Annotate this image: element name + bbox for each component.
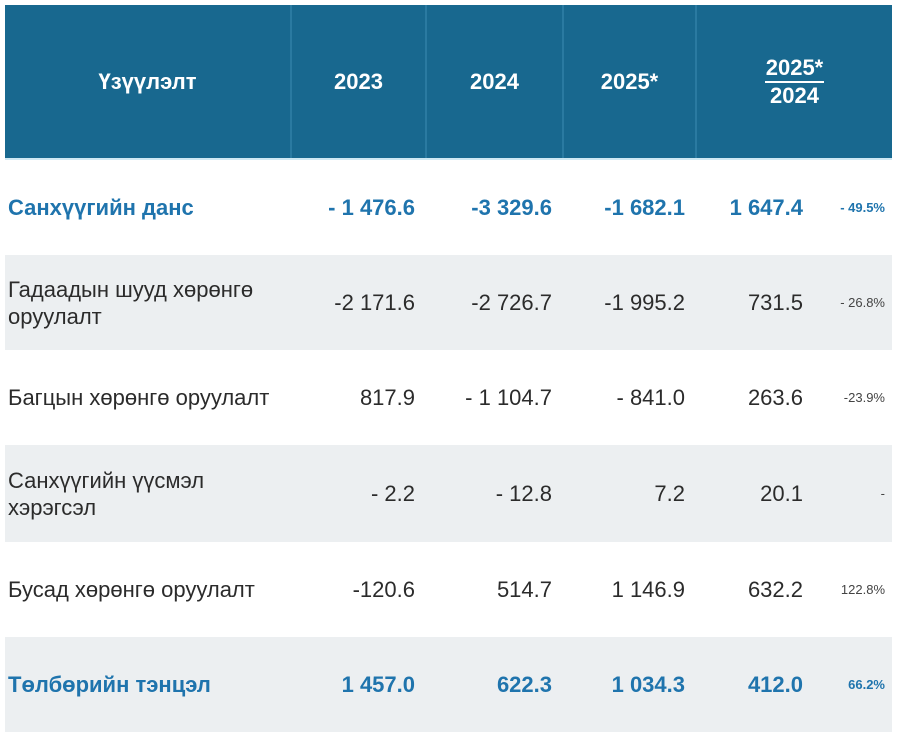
value-2024: -2 726.7 (471, 289, 552, 315)
financial-account-table: Үзүүлэлт 2023 2024 2025* 2025* 2024 Санх… (5, 5, 892, 732)
ratio-denominator: 2024 (770, 82, 819, 108)
value-ratio: 263.6 (747, 384, 803, 410)
value-2025: -1 995.2 (604, 289, 685, 315)
table-row: Санхүүгийн данс - 1 476.6 -3 329.6 -1 68… (5, 160, 892, 255)
value-percent: - 26.8% (840, 295, 885, 310)
value-ratio: 20.1 (760, 480, 803, 506)
header-2025: 2025* (562, 5, 695, 158)
header-2024: 2024 (425, 5, 562, 158)
value-2025: 1 146.9 (611, 576, 685, 602)
header-2023: 2023 (290, 5, 425, 158)
row-label: Гадаадын шууд хөрөнгө оруулалт (8, 276, 254, 329)
value-percent: -23.9% (843, 390, 885, 405)
ratio-fraction: 2025* 2024 (764, 55, 825, 108)
header-indicator: Үзүүлэлт (98, 68, 197, 94)
value-2024: - 12.8 (495, 480, 552, 506)
value-2023: - 2.2 (370, 480, 415, 506)
table-row: Бусад хөрөнгө оруулалт -120.6 514.7 1 14… (5, 542, 892, 637)
value-ratio: 1 647.4 (729, 194, 803, 220)
value-ratio: 632.2 (747, 576, 803, 602)
row-label: Бусад хөрөнгө оруулалт (8, 577, 255, 602)
value-2023: 817.9 (359, 384, 415, 410)
table-row: Багцын хөрөнгө оруулалт 817.9 - 1 104.7 … (5, 350, 892, 445)
value-2024: 622.3 (496, 671, 552, 697)
value-percent: - 49.5% (840, 200, 885, 215)
value-2025: 1 034.3 (611, 671, 685, 697)
table-row: Санхүүгийн үүсмэл хэрэгсэл - 2.2 - 12.8 … (5, 445, 892, 542)
value-2023: -2 171.6 (334, 289, 415, 315)
header-ratio: 2025* 2024 (695, 5, 892, 158)
value-2025: 7.2 (654, 480, 685, 506)
value-2023: -120.6 (352, 576, 415, 602)
value-percent: 122.8% (840, 582, 885, 597)
value-2025: -1 682.1 (604, 194, 685, 220)
value-percent: 66.2% (848, 677, 885, 692)
value-2024: - 1 104.7 (465, 384, 552, 410)
table-header: Үзүүлэлт 2023 2024 2025* 2025* 2024 (5, 5, 892, 160)
row-label: Санхүүгийн үүсмэл хэрэгсэл (8, 467, 205, 520)
value-2024: -3 329.6 (471, 194, 552, 220)
value-2023: 1 457.0 (341, 671, 415, 697)
value-percent: - (880, 486, 885, 501)
table-row: Гадаадын шууд хөрөнгө оруулалт -2 171.6 … (5, 255, 892, 350)
row-label: Төлбөрийн тэнцэл (8, 672, 211, 697)
row-label: Багцын хөрөнгө оруулалт (8, 385, 270, 410)
value-ratio: 412.0 (747, 671, 803, 697)
value-2025: - 841.0 (616, 384, 686, 410)
table-row: Төлбөрийн тэнцэл 1 457.0 622.3 1 034.3 4… (5, 637, 892, 732)
row-label: Санхүүгийн данс (8, 195, 194, 220)
value-2023: - 1 476.6 (328, 194, 415, 220)
value-2024: 514.7 (496, 576, 552, 602)
value-ratio: 731.5 (747, 289, 803, 315)
ratio-numerator: 2025* (764, 55, 825, 83)
